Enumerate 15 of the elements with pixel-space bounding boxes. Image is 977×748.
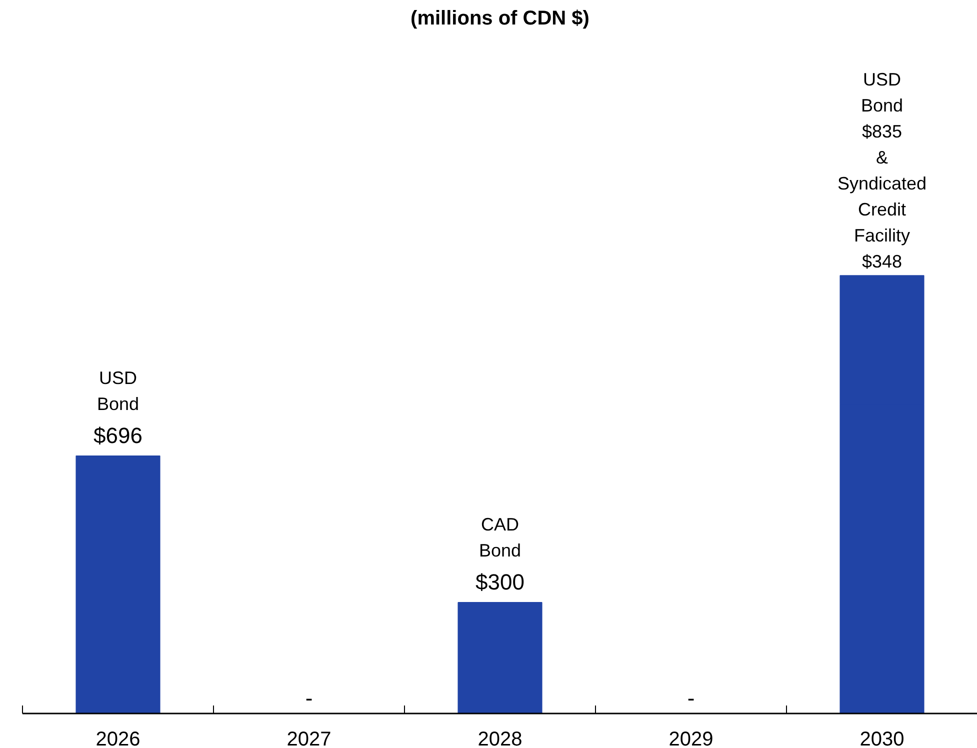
bar <box>458 602 542 714</box>
data-label: $696 <box>94 422 142 448</box>
annotation: CAD Bond <box>478 514 522 560</box>
x-tick-label: 2026 <box>96 728 140 748</box>
annotation: USD Bond $835 & Syndicated Credit Facility $348 <box>837 69 927 272</box>
data-label: $300 <box>476 569 524 594</box>
annotation: USD Bond <box>96 368 140 414</box>
x-tick-label: 2027 <box>286 728 332 748</box>
x-tick-label: 2029 <box>668 728 714 748</box>
chart-title: (millions of CDN $) <box>410 8 590 30</box>
x-tick-label: 2028 <box>478 728 522 748</box>
data-label: - <box>305 686 313 710</box>
bar <box>76 456 160 714</box>
x-tick-label: 2030 <box>860 728 904 748</box>
data-label: - <box>687 686 695 710</box>
